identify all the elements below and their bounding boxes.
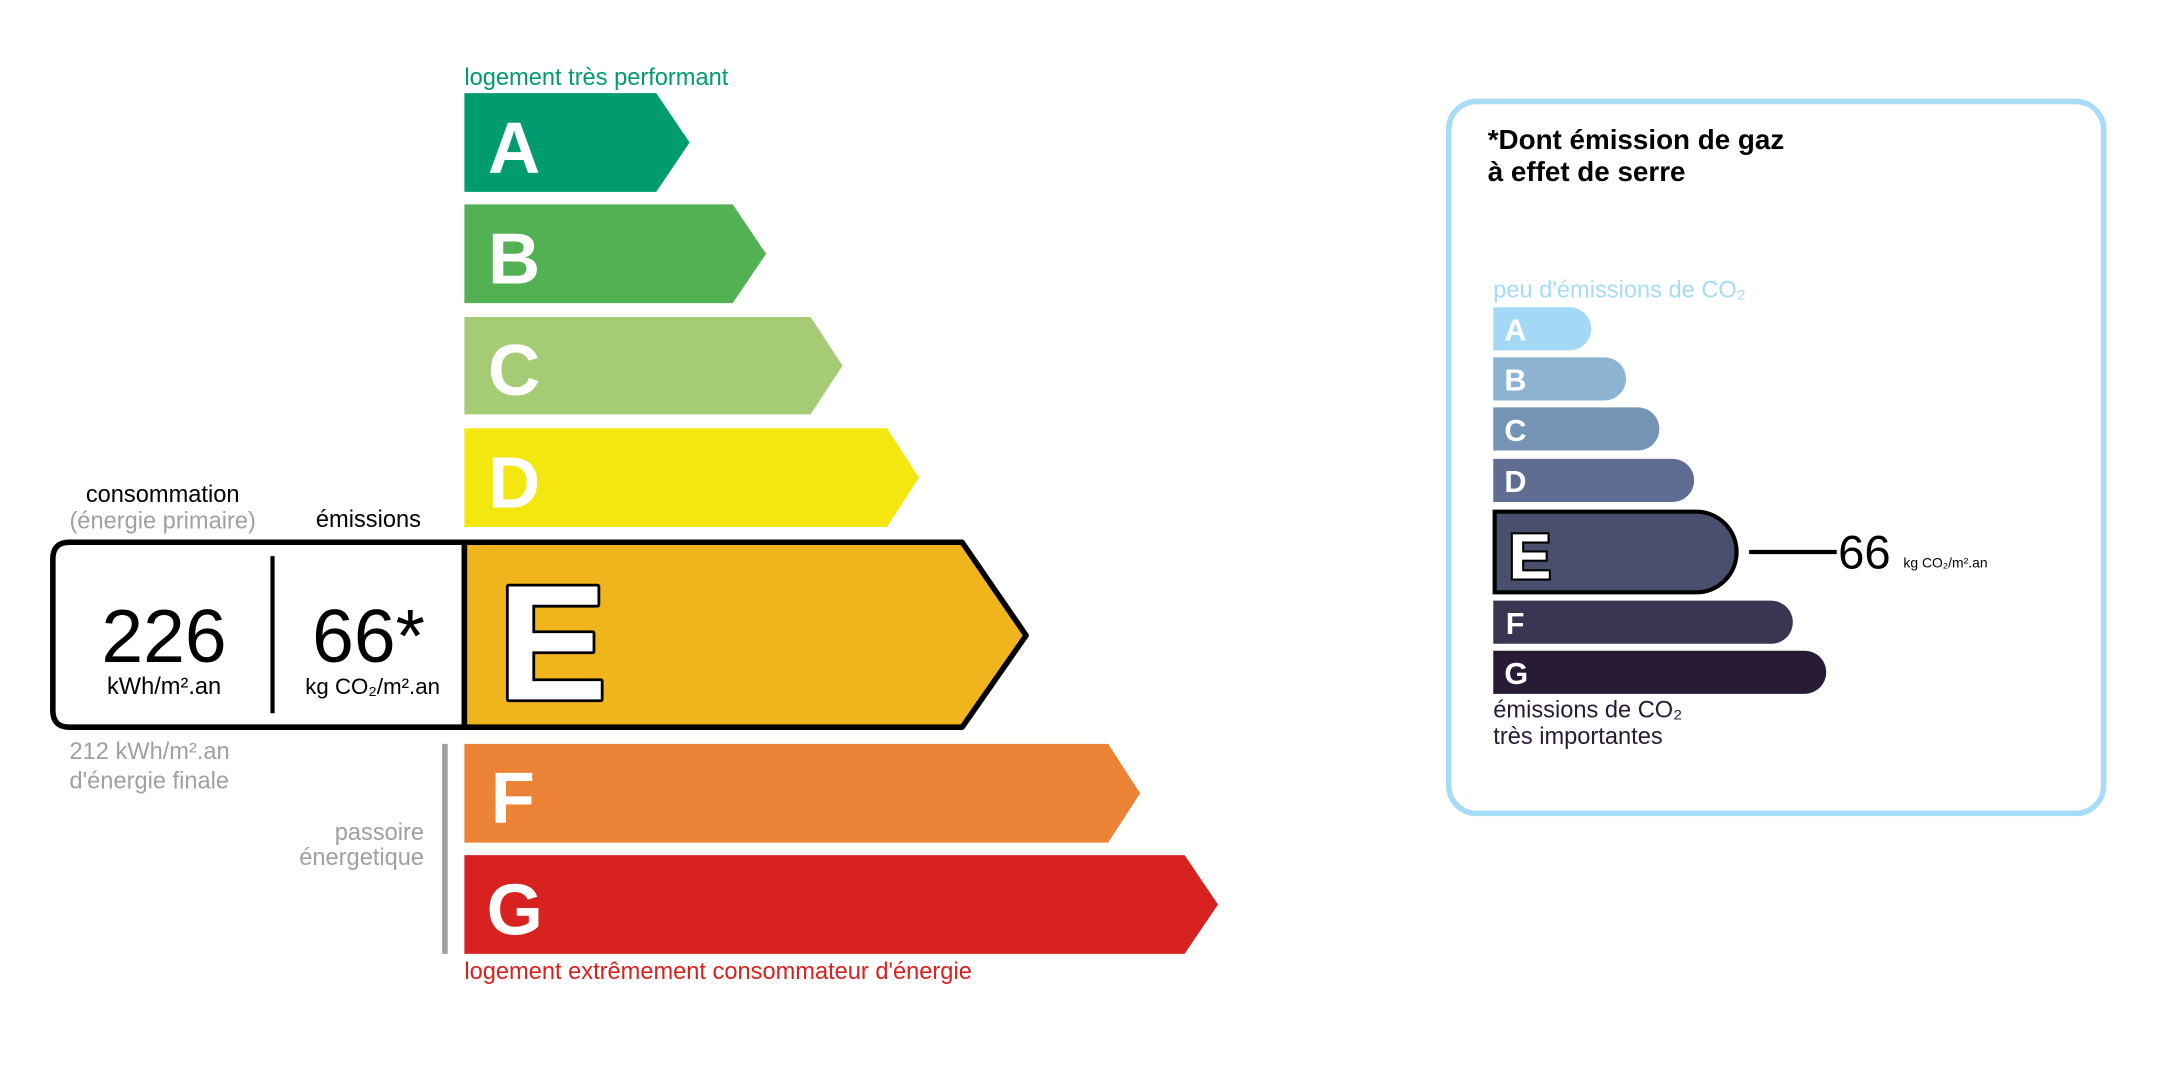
- energy-bar-b: [464, 204, 767, 304]
- ges-letter-g: G: [1504, 657, 1528, 691]
- energy-bar-g: [464, 855, 1218, 954]
- emissions-value: 66*: [312, 594, 425, 678]
- energy-value-box: [50, 539, 468, 730]
- consumption-sublabel: (énergie primaire): [69, 508, 255, 534]
- ges-panel: *Dont émission de gaz à effet de serre p…: [1446, 98, 2107, 817]
- ges-title-1: *Dont émission de gaz: [1488, 124, 1785, 155]
- energy-current-class: E 226 kWh/m².an 66* kg CO₂/m².an: [50, 539, 1029, 737]
- ges-bottom-label-1: émissions de CO₂: [1493, 697, 1682, 723]
- ges-bar-g: [1493, 650, 1827, 694]
- final-energy-label: d'énergie finale: [70, 768, 230, 794]
- ges-bar-b: [1493, 357, 1627, 401]
- ges-top-label: peu d'émissions de CO₂: [1493, 278, 1746, 304]
- ges-letter-b: B: [1504, 364, 1526, 398]
- ges-bar-a: [1493, 307, 1592, 351]
- ges-letter-a: A: [1504, 314, 1526, 348]
- ges-letter-f: F: [1506, 607, 1525, 641]
- ges-title-2: à effet de serre: [1488, 156, 1686, 187]
- energy-letter-d: D: [488, 444, 540, 524]
- ges-bar-e: [1492, 509, 1739, 595]
- energy-letter-e: E: [498, 550, 607, 734]
- energy-bar-d: [464, 428, 920, 527]
- energy-scale: logement très performant A B C D E 226 k…: [50, 65, 1218, 985]
- consumption-value: 226: [101, 594, 226, 678]
- energy-bar-f: [464, 743, 1141, 843]
- ges-bar-d: [1493, 458, 1695, 502]
- ges-letter-d: D: [1504, 465, 1526, 499]
- energy-letter-g: G: [487, 870, 543, 950]
- energy-bottom-label: logement extrêmement consommateur d'éner…: [464, 959, 971, 985]
- energy-letter-b: B: [488, 220, 540, 300]
- energy-bar-e: [461, 539, 1029, 730]
- energy-letter-f: F: [491, 759, 535, 839]
- ges-bar-f: [1493, 600, 1793, 644]
- energy-letter-c: C: [488, 331, 540, 411]
- energy-top-label: logement très performant: [464, 65, 728, 91]
- consumption-unit: kWh/m².an: [107, 674, 221, 700]
- ges-bar-c: [1493, 407, 1660, 451]
- emissions-label: émissions: [316, 507, 421, 533]
- energy-bar-c: [464, 317, 843, 415]
- energy-letter-a: A: [488, 108, 540, 188]
- final-energy-value: 212 kWh/m².an: [70, 739, 230, 765]
- ges-letter-c: C: [1504, 414, 1526, 448]
- passoire-label-2: énergetique: [299, 845, 424, 871]
- emissions-unit: kg CO₂/m².an: [305, 674, 440, 699]
- ges-unit: kg CO₂/m².an: [1903, 554, 1987, 570]
- energy-bar-a: [464, 93, 690, 192]
- passoire-label-1: passoire: [335, 820, 424, 846]
- ges-value: 66: [1838, 527, 1891, 580]
- ges-bottom-label-2: très importantes: [1493, 724, 1662, 750]
- consumption-label: consommation: [86, 482, 240, 508]
- ges-letter-e: E: [1509, 520, 1552, 592]
